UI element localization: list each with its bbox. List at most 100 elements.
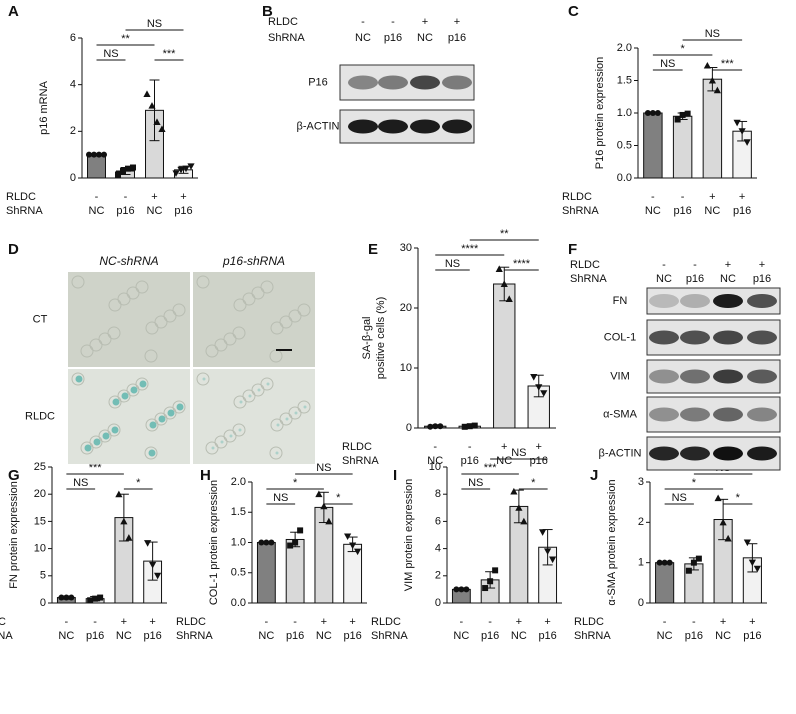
cell [80, 344, 94, 358]
condition-value: p16 [530, 455, 548, 467]
data-point [510, 487, 518, 495]
micrograph [68, 272, 190, 367]
condition-label: ShRNA [268, 32, 305, 44]
significance-label: NS [445, 258, 460, 270]
condition-value: + [422, 16, 428, 28]
cell [154, 412, 168, 426]
data-point [695, 555, 702, 562]
significance-label: * [531, 477, 536, 489]
condition-label: RLDC [574, 616, 604, 628]
band-label: β-ACTIN [297, 120, 340, 132]
condition-value: NC [316, 630, 332, 642]
condition-value: p16 [673, 205, 691, 217]
condition-value: p16 [753, 273, 771, 285]
condition-value: - [124, 191, 128, 203]
significance-label: *** [484, 462, 498, 474]
data-point [125, 534, 133, 541]
data-point [738, 128, 746, 135]
cell [144, 349, 158, 363]
data-point [743, 139, 751, 146]
data-point [144, 540, 152, 547]
condition-value: p16 [343, 630, 361, 642]
condition-label: RLDC [570, 259, 600, 271]
condition-value: - [468, 441, 472, 453]
y-tick-label: 1.5 [231, 506, 246, 518]
condition-value: p16 [685, 630, 703, 642]
condition-value: + [725, 259, 731, 271]
data-point [258, 539, 265, 546]
condition-value: - [488, 616, 492, 628]
condition-value: - [361, 16, 365, 28]
blot-band [713, 330, 743, 345]
y-tick-label: 0 [638, 597, 644, 609]
data-point [96, 151, 102, 158]
blot-band [680, 369, 710, 384]
stained-cell [148, 449, 156, 457]
panel-letter: I [393, 467, 397, 484]
cell [251, 286, 265, 300]
data-point [544, 548, 552, 555]
y-tick-label: 1.0 [617, 107, 632, 119]
data-point [86, 151, 92, 158]
condition-label: RLDC [268, 16, 298, 28]
cell [196, 275, 210, 289]
data-point [320, 502, 328, 510]
data-point [487, 578, 494, 585]
significance-label: * [336, 492, 341, 504]
data-point [158, 125, 166, 132]
stained-cell [303, 405, 307, 409]
data-point [500, 280, 508, 287]
cell [214, 435, 228, 449]
cell [107, 326, 121, 340]
cell [260, 377, 274, 391]
significance-label: * [692, 477, 697, 489]
panel-letter: G [8, 467, 20, 484]
condition-label: ShRNA [570, 273, 607, 285]
cell [233, 395, 247, 409]
data-point [92, 595, 99, 602]
data-point [463, 586, 470, 593]
significance-label: *** [163, 48, 177, 60]
data-point [495, 265, 503, 272]
condition-label: RLDC [371, 616, 401, 628]
data-point [154, 572, 162, 580]
y-tick-label: 2 [435, 570, 441, 582]
condition-value: NC [147, 205, 163, 217]
condition-value: p16 [461, 455, 479, 467]
data-point [713, 86, 721, 94]
stained-cell [84, 444, 92, 452]
cell [145, 418, 159, 432]
y-tick-label: 2.0 [617, 42, 632, 54]
significance-label: NS [660, 58, 675, 70]
condition-value: - [662, 259, 666, 271]
data-point [187, 163, 195, 170]
cell [144, 446, 158, 460]
condition-label: RLDC [342, 441, 372, 453]
cell [270, 321, 284, 335]
condition-value: - [651, 191, 655, 203]
data-point [130, 164, 136, 171]
data-point [714, 494, 722, 502]
stained-cell [266, 382, 270, 386]
condition-value: - [93, 616, 97, 628]
stained-cell [257, 388, 261, 392]
blot-band [442, 119, 472, 134]
significance-label: **** [461, 243, 479, 255]
condition-value: + [151, 191, 157, 203]
condition-label: ShRNA [0, 630, 13, 642]
data-point [182, 165, 190, 173]
data-point [115, 490, 123, 498]
data-point [492, 567, 499, 574]
panel-letter: D [8, 241, 19, 258]
y-axis-label: COL-1 protein expression [208, 480, 220, 605]
condition-value: p16 [538, 630, 556, 642]
y-axis-label: FN protein expression [8, 481, 20, 589]
stained-cell [276, 423, 280, 427]
stained-cell [149, 421, 157, 429]
blot-band [649, 369, 679, 384]
condition-label: ShRNA [574, 630, 611, 642]
data-point [268, 539, 275, 546]
cell [163, 406, 177, 420]
bar [655, 562, 675, 604]
condition-value: NC [656, 273, 672, 285]
